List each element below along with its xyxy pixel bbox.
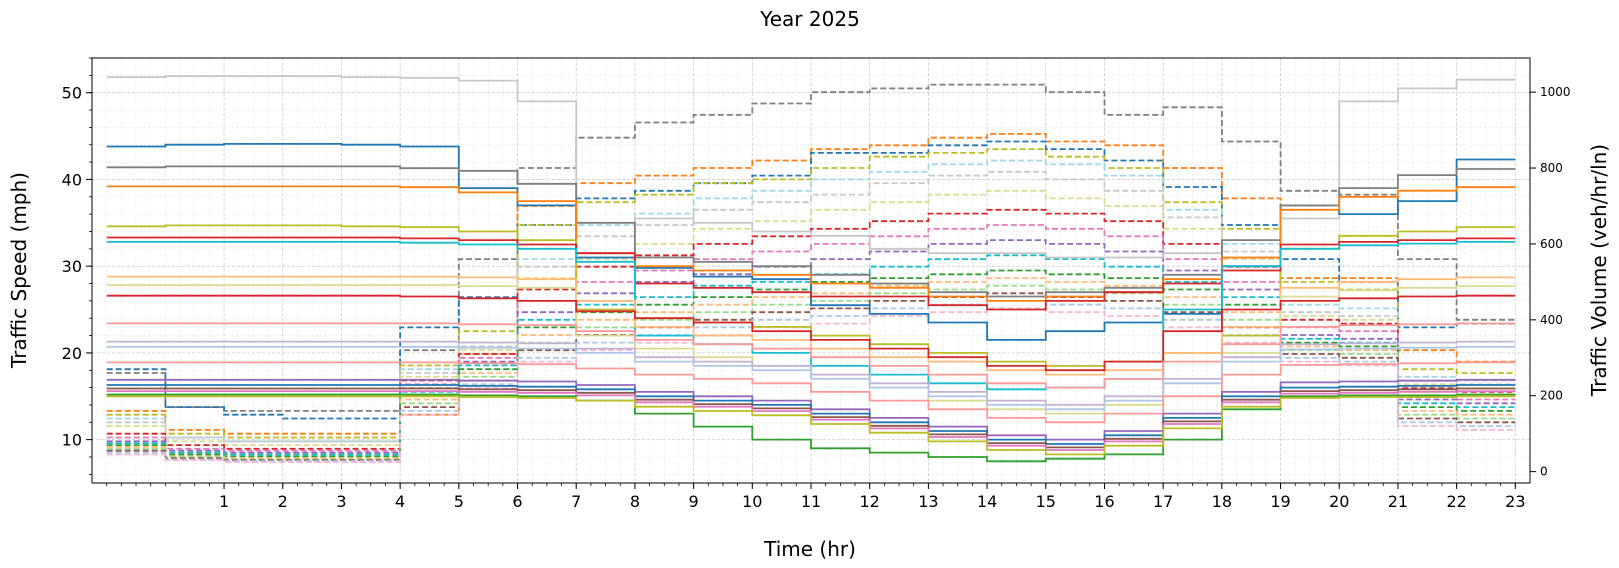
y-right-tick-label: 600 (1540, 237, 1563, 251)
speed-series-line-11 (106, 322, 1516, 389)
y-tick-label: 10 (62, 431, 82, 450)
chart-title: Year 2025 (759, 7, 860, 31)
x-tick-label: 6 (512, 492, 522, 511)
y-right-axis-ticks: 0 200 400 600 800 1000 (1530, 85, 1571, 479)
speed-series-line-6 (106, 236, 1516, 311)
x-axis-ticks: 1 2 3 4 5 6 7 8 9 10 11 12 13 14 15 16 17 18 19 20 21 22 23 (106, 483, 1526, 511)
y-tick-label: 20 (62, 344, 82, 363)
x-tick-label: 13 (918, 492, 938, 511)
speed-series-line-13 (106, 345, 1516, 411)
speed-series-group (106, 75, 1516, 463)
x-tick-label: 4 (395, 492, 405, 511)
speed-series-line-14 (106, 361, 1516, 424)
x-tick-label: 16 (1094, 492, 1114, 511)
x-tick-label: 5 (454, 492, 464, 511)
y-axis-label: Traffic Speed (mph) (7, 172, 31, 369)
y-right-tick-label: 400 (1540, 313, 1563, 327)
x-tick-label: 21 (1388, 492, 1408, 511)
x-tick-label: 18 (1212, 492, 1232, 511)
x-tick-label: 22 (1446, 492, 1466, 511)
x-tick-label: 3 (336, 492, 346, 511)
speed-series-line-7 (106, 241, 1516, 391)
x-tick-label: 10 (742, 492, 762, 511)
y-right-axis-label: Traffic Volume (veh/hr/ln) (1587, 144, 1611, 397)
y-right-tick-label: 1000 (1540, 85, 1571, 99)
x-tick-label: 11 (801, 492, 821, 511)
x-tick-label: 15 (1036, 492, 1056, 511)
y-tick-label: 50 (62, 84, 82, 103)
x-tick-label: 12 (860, 492, 880, 511)
x-tick-label: 17 (1153, 492, 1173, 511)
x-tick-label: 8 (630, 492, 640, 511)
y-right-tick-label: 200 (1540, 389, 1563, 403)
x-tick-label: 1 (219, 492, 229, 511)
volume-series-line-2 (106, 133, 1516, 435)
x-tick-label: 7 (571, 492, 581, 511)
y-tick-label: 30 (62, 257, 82, 276)
speed-series-line-4 (106, 185, 1516, 302)
x-tick-label: 9 (689, 492, 699, 511)
x-tick-label: 23 (1505, 492, 1525, 511)
x-axis-label: Time (hr) (763, 537, 856, 561)
x-tick-label: 14 (977, 492, 997, 511)
speed-series-line-10 (106, 294, 1516, 372)
x-tick-label: 20 (1329, 492, 1349, 511)
x-tick-label: 19 (1270, 492, 1290, 511)
y-right-tick-label: 800 (1540, 161, 1563, 175)
x-tick-label: 2 (278, 492, 288, 511)
y-right-tick-label: 0 (1540, 465, 1548, 479)
y-axis-ticks: 10 20 30 40 50 (62, 57, 92, 475)
speed-series-line-20 (106, 395, 1516, 456)
y-tick-label: 40 (62, 170, 82, 189)
